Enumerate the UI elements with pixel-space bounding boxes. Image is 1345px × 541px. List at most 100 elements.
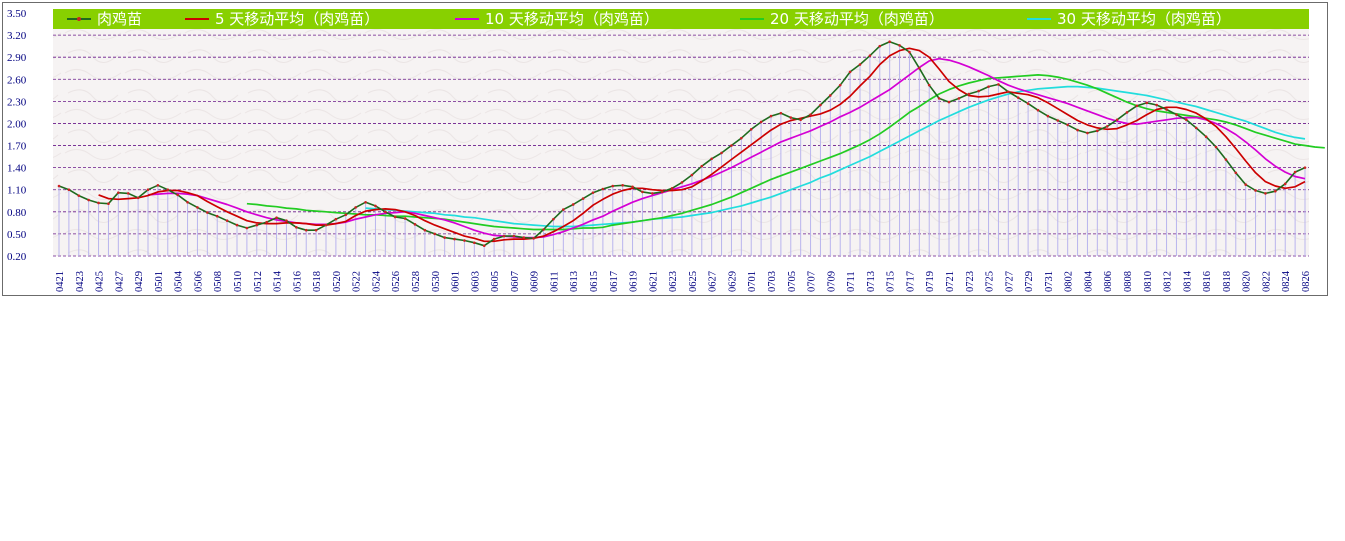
data-point xyxy=(473,241,476,245)
x-tick-label: 0601 xyxy=(451,271,462,292)
data-point xyxy=(275,216,278,220)
x-tick-label: 0615 xyxy=(589,271,600,292)
data-point xyxy=(868,54,872,58)
data-point xyxy=(1175,113,1178,116)
data-point xyxy=(196,206,199,209)
x-tick-label: 0501 xyxy=(154,271,165,292)
x-tick-label: 0709 xyxy=(826,271,837,292)
data-point xyxy=(1096,129,1099,133)
x-tick-label: 0818 xyxy=(1222,271,1233,292)
data-point xyxy=(651,192,654,195)
y-tick-label: 0.80 xyxy=(7,207,27,219)
data-point xyxy=(878,44,882,48)
x-tick-label: 0607 xyxy=(510,271,521,292)
y-tick-label: 0.20 xyxy=(7,251,27,263)
x-tick-label: 0812 xyxy=(1163,271,1174,292)
data-point xyxy=(1283,182,1287,186)
data-point xyxy=(1135,104,1139,108)
data-point xyxy=(482,244,486,247)
data-point xyxy=(1254,189,1257,192)
data-point xyxy=(1016,96,1020,99)
plot-area xyxy=(53,13,1309,256)
data-point xyxy=(937,97,941,100)
data-point xyxy=(463,239,466,242)
data-point xyxy=(502,234,506,238)
data-point xyxy=(265,220,268,224)
legend-label: 5 天移动平均（肉鸡苗） xyxy=(215,10,379,28)
data-point xyxy=(749,128,753,131)
y-axis: 0.20 0.50 0.80 1.10 1.40 1.70 2.00 2.30 2.60 2.90… xyxy=(7,8,27,263)
x-tick-label: 0611 xyxy=(549,271,560,292)
data-point xyxy=(977,89,980,93)
data-point xyxy=(740,136,743,140)
data-point xyxy=(789,116,793,119)
data-point xyxy=(1145,101,1149,105)
x-tick-label: 0808 xyxy=(1123,271,1134,292)
x-tick-label: 0727 xyxy=(1004,271,1015,292)
data-point xyxy=(1076,128,1079,132)
x-tick-label: 0510 xyxy=(233,271,244,292)
x-tick-label: 0713 xyxy=(866,271,877,292)
data-point xyxy=(87,198,90,202)
x-tick-label: 0526 xyxy=(391,271,402,292)
legend-label: 10 天移动平均（肉鸡苗） xyxy=(485,10,659,28)
y-tick-label: 1.40 xyxy=(7,163,27,175)
data-point xyxy=(512,234,516,238)
data-point xyxy=(215,214,219,218)
series-line-4 xyxy=(365,85,1306,228)
x-tick-label: 0627 xyxy=(708,271,719,292)
data-point xyxy=(522,236,526,239)
x-tick-label: 0427 xyxy=(114,271,125,292)
x-tick-label: 0516 xyxy=(292,271,303,292)
data-point xyxy=(700,164,704,168)
x-tick-label: 0625 xyxy=(688,271,699,292)
chart-frame: 0.20 0.50 0.80 1.10 1.40 1.70 2.00 2.30 2.60 2.90… xyxy=(2,2,1328,296)
data-point xyxy=(393,215,397,219)
data-point xyxy=(1214,145,1218,149)
x-tick-label: 0711 xyxy=(846,271,857,292)
data-point xyxy=(562,208,565,211)
x-tick-label: 0731 xyxy=(1044,271,1055,292)
data-point xyxy=(364,200,367,204)
series-lines xyxy=(57,40,1325,247)
data-point xyxy=(384,210,387,214)
x-tick-label: 0619 xyxy=(629,271,640,292)
data-point xyxy=(156,184,160,187)
data-point xyxy=(67,188,71,192)
data-point xyxy=(670,186,674,190)
y-tick-label: 1.10 xyxy=(7,185,27,197)
data-point xyxy=(532,237,535,240)
data-point xyxy=(997,83,1000,86)
x-tick-label: 0429 xyxy=(134,271,145,292)
data-point xyxy=(967,92,971,96)
y-tick-label: 2.00 xyxy=(7,118,27,130)
x-tick-label: 0810 xyxy=(1143,271,1154,292)
data-point xyxy=(1293,170,1297,174)
y-tick-label: 0.50 xyxy=(7,229,27,241)
data-point xyxy=(769,114,773,118)
data-point xyxy=(1046,114,1050,118)
y-tick-label: 2.90 xyxy=(7,52,27,64)
x-tick-label: 0705 xyxy=(787,271,798,292)
data-point xyxy=(1007,90,1010,94)
data-point xyxy=(957,97,961,100)
data-point xyxy=(542,228,545,231)
series-line-1 xyxy=(98,47,1306,243)
data-point xyxy=(136,196,140,200)
x-tick-label: 0425 xyxy=(95,271,106,292)
data-point xyxy=(680,181,684,184)
data-point xyxy=(898,44,901,47)
data-point xyxy=(245,226,249,230)
data-point xyxy=(779,111,783,115)
data-point xyxy=(829,94,832,97)
series-line-3 xyxy=(246,74,1325,231)
data-point xyxy=(1274,189,1277,193)
data-point xyxy=(730,144,733,147)
legend-label: 肉鸡苗 xyxy=(97,10,142,28)
data-point xyxy=(126,192,130,195)
data-point xyxy=(611,184,615,188)
data-point xyxy=(166,188,170,192)
data-point xyxy=(1026,102,1030,105)
x-tick-label: 0721 xyxy=(945,271,956,292)
x-tick-label: 0520 xyxy=(332,271,343,292)
